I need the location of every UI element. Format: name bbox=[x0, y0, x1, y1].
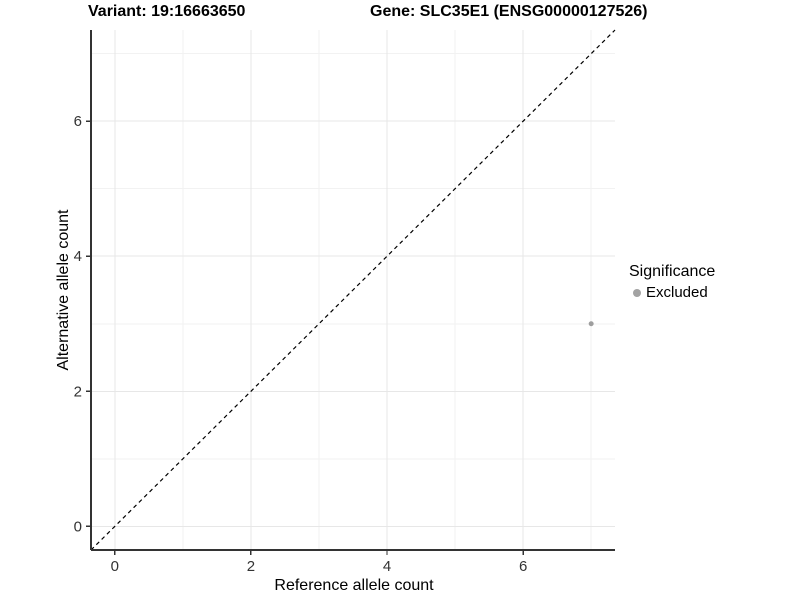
x-tick-label-2: 2 bbox=[247, 558, 255, 575]
x-tick-label-4: 4 bbox=[383, 558, 391, 575]
legend-item-label: Excluded bbox=[646, 284, 708, 301]
plot-title-variant: Variant: 19:16663650 bbox=[88, 3, 246, 20]
plot-title-gene: Gene: SLC35E1 (ENSG00000127526) bbox=[370, 3, 648, 20]
x-axis-title: Reference allele count bbox=[274, 577, 434, 594]
x-tick-label-6: 6 bbox=[519, 558, 527, 575]
y-tick-label-6: 6 bbox=[74, 113, 82, 130]
x-tick-label-0: 0 bbox=[111, 558, 119, 575]
legend-key-dot-icon bbox=[633, 288, 641, 297]
y-tick-label-2: 2 bbox=[74, 383, 82, 400]
y-tick-label-0: 0 bbox=[74, 518, 82, 535]
identity-dashed-line bbox=[90, 29, 616, 551]
legend-item-excluded: Excluded bbox=[629, 284, 715, 301]
y-axis-title: Alternative allele count bbox=[55, 209, 72, 371]
data-point-0 bbox=[588, 321, 594, 327]
legend-title: Significance bbox=[629, 263, 716, 280]
y-tick-label-4: 4 bbox=[74, 248, 82, 265]
legend: Significance Excluded bbox=[629, 263, 715, 301]
